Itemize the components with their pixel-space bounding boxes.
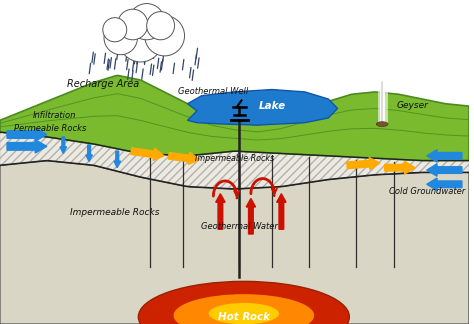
FancyArrow shape — [347, 157, 380, 170]
Circle shape — [146, 12, 174, 40]
Text: Impermeable Rocks: Impermeable Rocks — [70, 208, 160, 217]
Text: Geothermal Water: Geothermal Water — [201, 222, 278, 231]
Circle shape — [129, 4, 164, 40]
Circle shape — [104, 21, 137, 55]
FancyArrow shape — [216, 194, 225, 229]
Polygon shape — [0, 132, 469, 189]
Polygon shape — [0, 75, 469, 161]
FancyArrow shape — [131, 148, 164, 160]
Polygon shape — [188, 89, 337, 125]
Circle shape — [103, 17, 127, 42]
FancyArrow shape — [60, 137, 66, 154]
Circle shape — [119, 17, 163, 62]
FancyArrow shape — [277, 194, 286, 229]
Ellipse shape — [173, 294, 314, 324]
FancyArrow shape — [384, 162, 415, 174]
Text: Permeable Rocks: Permeable Rocks — [14, 124, 86, 133]
FancyArrow shape — [427, 150, 462, 162]
FancyArrow shape — [86, 145, 92, 162]
Text: Geyser: Geyser — [396, 101, 428, 110]
Text: Hot Rock: Hot Rock — [218, 312, 270, 322]
FancyArrow shape — [168, 152, 199, 165]
Text: Geothermal Well: Geothermal Well — [178, 87, 248, 96]
Circle shape — [145, 16, 184, 56]
Text: Infiltration: Infiltration — [33, 111, 76, 120]
Ellipse shape — [376, 122, 388, 126]
FancyArrow shape — [427, 178, 462, 191]
Ellipse shape — [209, 303, 279, 324]
Text: Impermeable Rocks: Impermeable Rocks — [195, 154, 274, 163]
FancyArrow shape — [246, 199, 255, 234]
FancyArrow shape — [114, 151, 120, 168]
Text: Recharge Area: Recharge Area — [67, 79, 139, 89]
FancyArrow shape — [7, 128, 47, 141]
Text: Lake: Lake — [258, 101, 285, 111]
Circle shape — [118, 9, 148, 40]
Text: Cold Groundwater: Cold Groundwater — [389, 187, 465, 196]
Ellipse shape — [138, 281, 349, 324]
FancyArrow shape — [427, 164, 462, 176]
Polygon shape — [0, 161, 469, 324]
FancyArrow shape — [7, 140, 47, 153]
